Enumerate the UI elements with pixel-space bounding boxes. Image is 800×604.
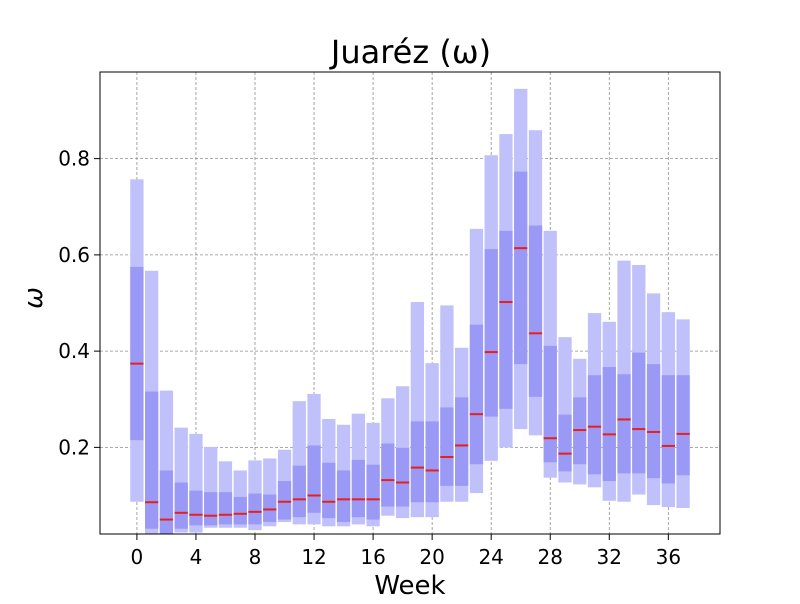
inner-interval-bar (661, 375, 675, 484)
x-tick-label: 8 (249, 545, 262, 569)
inner-interval-bar (484, 249, 498, 417)
x-tick-label: 20 (419, 545, 444, 569)
inner-interval-bar (218, 492, 233, 525)
inner-interval-bar (130, 266, 144, 441)
inner-interval-bar (366, 464, 380, 520)
y-tick-label: 0.2 (58, 435, 90, 459)
inner-interval-bar (145, 391, 159, 529)
inner-interval-bar (587, 375, 602, 475)
x-tick-label: 32 (597, 545, 622, 569)
median-series (130, 247, 690, 521)
inner-interval-bar (381, 443, 395, 507)
inner-interval-bar (676, 375, 690, 476)
inner-interval-bar (263, 494, 277, 522)
inner-interval-bar (336, 470, 351, 522)
inner-interval-bar (351, 459, 365, 518)
inner-interval-bar (277, 481, 292, 520)
y-tick-label: 0.6 (58, 243, 90, 267)
chart-title: Juaréz (ω) (329, 33, 491, 71)
x-tick-label: 12 (301, 545, 326, 569)
inner-interval-series (130, 171, 690, 534)
inner-interval-bar (307, 445, 321, 513)
y-axis-ticks: 0.2 0.4 0.6 0.8 (58, 147, 100, 459)
inner-interval-bar (514, 171, 528, 365)
inner-interval-bar (292, 465, 306, 518)
x-tick-label: 16 (360, 545, 385, 569)
x-tick-label: 0 (131, 545, 144, 569)
x-tick-label: 4 (190, 545, 203, 569)
x-axis-ticks: 0 4 8 12 16 20 24 28 32 36 (131, 534, 681, 569)
inner-interval-bar (632, 352, 646, 474)
inner-interval-bar (189, 490, 203, 526)
x-tick-label: 36 (656, 545, 681, 569)
inner-interval-bar (248, 493, 262, 525)
inner-interval-bar (322, 462, 336, 519)
inner-interval-bar (410, 421, 425, 503)
inner-interval-bar (602, 367, 616, 482)
inner-interval-bar (440, 407, 454, 486)
inner-interval-bar (174, 482, 188, 529)
inner-interval-bar (395, 447, 410, 507)
inner-interval-bar (159, 470, 174, 534)
inner-interval-bar (469, 324, 484, 465)
inner-interval-bar (233, 496, 247, 525)
inner-interval-bar (528, 225, 543, 397)
x-tick-label: 24 (478, 545, 503, 569)
inner-interval-bar (425, 421, 439, 503)
inner-interval-bar (646, 364, 661, 479)
inner-interval-bar (204, 492, 218, 526)
plot-frame (99, 71, 721, 535)
x-axis-label: Week (374, 571, 445, 600)
y-tick-label: 0.8 (58, 147, 90, 171)
inner-interval-bar (617, 374, 631, 474)
inner-interval-bar (543, 345, 557, 463)
y-tick-label: 0.4 (58, 339, 90, 363)
y-axis-label: ω (19, 287, 49, 309)
x-tick-label: 28 (538, 545, 563, 569)
inner-interval-bar (558, 414, 572, 472)
inner-interval-bar (499, 230, 513, 409)
inner-interval-bar (455, 397, 469, 486)
